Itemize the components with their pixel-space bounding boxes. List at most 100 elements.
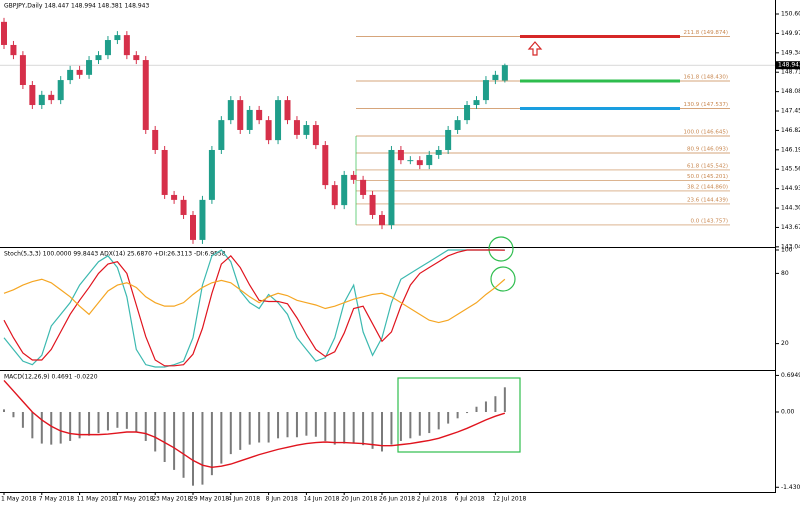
candle-body (454, 120, 461, 130)
candle-body (350, 174, 357, 180)
candle-body (397, 149, 404, 161)
macd-bar (258, 412, 261, 443)
macd-bar (390, 412, 393, 445)
candle-body (445, 129, 452, 150)
x-tick-label: 11 May 2018 (77, 496, 116, 503)
candle-body (492, 74, 499, 81)
macd-bar (201, 412, 204, 485)
fib-label: 38.2 (144.860) (687, 184, 728, 190)
macd-bar (106, 412, 109, 431)
macd-bar (305, 412, 308, 436)
macd-bar (210, 412, 213, 476)
candle-body (38, 94, 45, 106)
macd-bar (362, 412, 365, 446)
candle-body (388, 149, 395, 226)
macd-bar (78, 412, 81, 439)
macd-bar (418, 412, 421, 436)
macd-bar (484, 401, 487, 412)
candle-body (501, 65, 508, 81)
macd-bar (352, 412, 355, 444)
y-tick-label: 145.565 (781, 166, 800, 173)
candle-body (265, 120, 272, 141)
candle-body (208, 149, 215, 200)
y-tick-label: 144.305 (781, 205, 800, 212)
macd-bar (3, 409, 5, 412)
candle-body (104, 40, 111, 56)
candle-body (416, 160, 423, 166)
signal-line (3, 379, 506, 468)
fib-label: 130.9 (147.537) (683, 102, 728, 108)
highlight-circle (490, 266, 516, 292)
candle-body (227, 100, 234, 121)
macd-bar (69, 412, 72, 441)
macd-bar (381, 412, 383, 452)
macd-bar (192, 412, 194, 486)
candle-body (161, 149, 168, 195)
x-tick-label: 26 Jun 2018 (379, 496, 415, 503)
candle-body (369, 194, 376, 215)
candle-body (435, 149, 442, 155)
candle-body (341, 174, 348, 206)
y-tick-label: 20 (781, 340, 789, 347)
macd-bar (277, 412, 280, 439)
macd-bar (333, 412, 336, 445)
x-tick-label: 4 Jun 2018 (228, 496, 260, 503)
candle-body (275, 100, 282, 141)
macd-bar (503, 387, 506, 412)
candle-body (95, 55, 102, 61)
macd-bar (229, 412, 232, 455)
candle-body (464, 105, 471, 121)
candle-body (246, 109, 253, 130)
macd-bar (466, 412, 469, 414)
current-price-label: 148.943 (778, 62, 800, 69)
macd-bar (40, 412, 43, 444)
macd-bar (267, 412, 270, 443)
macd-bar (248, 412, 251, 445)
candle-body (293, 120, 300, 135)
highlight-box (397, 377, 521, 453)
candle-body (237, 100, 244, 130)
candle-body (10, 44, 17, 56)
macd-bar (97, 412, 100, 434)
current-price-box (776, 61, 800, 70)
macd-bar (494, 396, 497, 412)
candle-body (1, 21, 7, 45)
indicator-line (3, 249, 505, 368)
macd-bar (447, 412, 450, 424)
x-tick-label: 1 May 2018 (1, 496, 36, 503)
y-tick-label: 80 (781, 270, 789, 277)
candle-body (86, 60, 93, 75)
macd-bar (456, 412, 459, 419)
macd-bar (50, 412, 53, 445)
macd-bar (437, 412, 440, 430)
y-tick-label: 0.6949 (781, 372, 800, 379)
macd-bar (125, 412, 128, 429)
candle-body (199, 199, 206, 240)
chart-title: GBPJPY,Daily 148.447 148.994 148.381 148… (4, 3, 149, 10)
candle-body (303, 125, 310, 135)
macd-bar (88, 412, 91, 436)
x-tick-label: 20 Jun 2018 (341, 496, 377, 503)
indicator-line (3, 278, 506, 324)
macd-bar (21, 412, 24, 428)
macd-bar (144, 412, 147, 441)
y-tick-label: 146.195 (781, 146, 800, 153)
y-tick-label: 148.715 (781, 69, 800, 76)
candle-body (152, 129, 159, 150)
macd-bar (475, 406, 478, 412)
fib-label: 0.0 (143.757) (690, 218, 728, 224)
macd-bar (314, 412, 317, 437)
macd-bar (286, 412, 289, 438)
x-tick-label: 7 May 2018 (39, 496, 74, 503)
y-tick-label: 0.00 (781, 409, 795, 416)
macd-bar (163, 412, 166, 462)
macd-bar (371, 412, 374, 449)
candle-body (360, 179, 367, 195)
y-tick-label: 100 (781, 247, 793, 254)
macd-bar (154, 412, 157, 452)
x-tick-label: 6 Jul 2018 (455, 496, 485, 503)
candle-body (256, 109, 263, 121)
macd-bar (428, 412, 431, 434)
y-tick-label: 150.605 (781, 11, 800, 18)
